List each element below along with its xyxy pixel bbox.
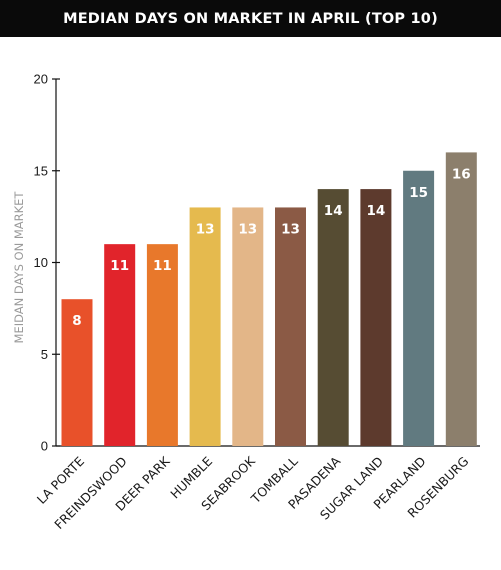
bar — [146, 244, 178, 446]
bar — [317, 189, 349, 446]
bar-value-label: 8 — [72, 313, 81, 329]
bar-value-label: 11 — [153, 258, 172, 274]
y-tick-label: 10 — [34, 255, 48, 270]
bar-value-label: 13 — [196, 221, 215, 237]
y-tick-label: 15 — [34, 163, 48, 178]
bar — [104, 244, 136, 446]
bar — [61, 299, 93, 446]
bar — [189, 207, 221, 446]
y-tick-label: 5 — [41, 347, 48, 362]
bar — [232, 207, 264, 446]
bar-value-label: 16 — [452, 166, 471, 182]
y-tick-label: 0 — [41, 439, 48, 454]
bar-value-label: 13 — [281, 221, 300, 237]
bar — [275, 207, 306, 446]
bar-value-label: 15 — [409, 185, 428, 201]
y-axis-title: MEIDAN DAYS ON MARKET — [12, 191, 26, 344]
y-tick-label: 20 — [34, 72, 48, 87]
bar-value-label: 14 — [324, 203, 343, 219]
chart-title: MEDIAN DAYS ON MARKET IN APRIL (TOP 10) — [0, 0, 501, 37]
x-category-label: FREINDSWOOD — [51, 454, 130, 533]
bar — [445, 152, 477, 446]
bar-value-label: 14 — [367, 203, 386, 219]
chart-bars — [61, 152, 477, 446]
bar-value-label: 13 — [238, 221, 257, 237]
bar — [403, 170, 435, 446]
bar-value-label: 11 — [110, 258, 129, 274]
bar — [360, 189, 392, 446]
